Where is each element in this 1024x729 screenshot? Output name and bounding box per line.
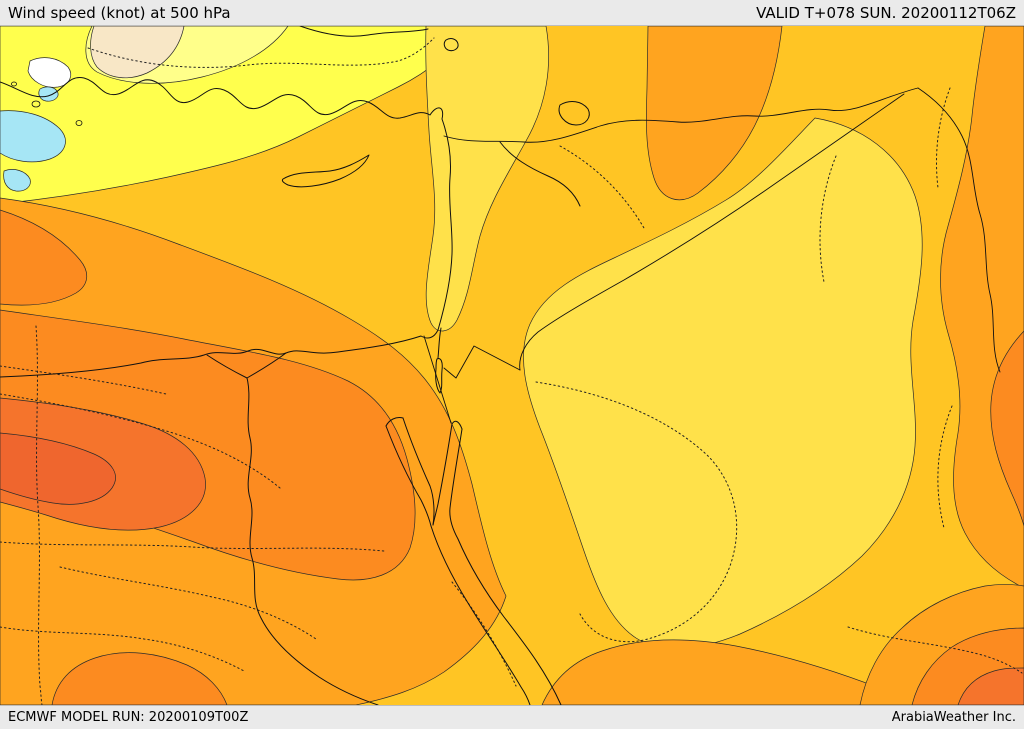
dotted-line-libya-border xyxy=(35,325,43,705)
aegean-island-2 xyxy=(75,120,83,126)
dotted-line-topright xyxy=(936,87,951,189)
dotted-line-egypt-mid xyxy=(0,365,167,395)
contour-amber-topcenter-band xyxy=(646,26,783,201)
turkey-syria-border xyxy=(443,87,919,143)
dotted-line-sudan-border xyxy=(0,541,385,552)
contour-lightyellow-arabia xyxy=(523,117,923,649)
contour-orange-right-sliver xyxy=(990,330,1024,527)
gulf-of-suez-west-shore xyxy=(385,425,432,527)
contour-blue-aegean-1 xyxy=(0,110,66,163)
country-borders xyxy=(423,87,1001,424)
contour-blue-aegean-2 xyxy=(3,169,31,192)
euphrates-river xyxy=(499,141,581,207)
dotted-line-bottomright xyxy=(847,626,1023,674)
dotted-line-egypt-south xyxy=(59,566,317,640)
map-canvas xyxy=(0,26,1024,705)
red-sea-east-shore xyxy=(457,538,562,705)
credit-label: ArabiaWeather Inc. xyxy=(891,710,1016,725)
dotted-line-egypt-north xyxy=(0,393,281,489)
contour-orange-bottomleft-blob xyxy=(51,652,228,705)
iraq-saudi-border xyxy=(519,93,905,371)
contour-lightyellow-levant xyxy=(425,26,549,332)
dotted-line-syria xyxy=(559,145,645,229)
contour-white-aegean xyxy=(27,57,72,88)
dotted-contour-lines xyxy=(0,37,1023,705)
nile-delta-branch-west xyxy=(206,354,248,379)
map-title: Wind speed (knot) at 500 hPa xyxy=(8,3,231,22)
dead-sea xyxy=(435,358,443,394)
red-sea-west-shore xyxy=(430,525,531,705)
lake-tuz xyxy=(443,38,459,52)
iraq-iran-border xyxy=(917,87,1001,373)
dotted-loop-arabia xyxy=(535,381,738,643)
dotted-line-redsea xyxy=(451,581,517,687)
contour-orange-leftedge-tongue xyxy=(0,209,87,306)
footer-bar: ECMWF MODEL RUN: 20200109T00Z ArabiaWeat… xyxy=(0,705,1024,729)
sinai-west-shore xyxy=(402,417,435,526)
coastlines xyxy=(0,26,590,705)
contour-fills xyxy=(0,26,1024,705)
lake-van xyxy=(558,101,590,126)
gulf-of-aqaba-east-shore xyxy=(449,428,463,540)
dotted-line-arabia-east xyxy=(819,155,837,283)
dotted-line-northwest xyxy=(87,37,435,68)
wind-contour-map xyxy=(0,26,1024,705)
aegean-island-3 xyxy=(11,81,17,87)
jordan-saudi-border xyxy=(443,345,521,379)
egypt-israel-border xyxy=(423,335,452,424)
header-bar: Wind speed (knot) at 500 hPa VALID T+078… xyxy=(0,0,1024,26)
dotted-line-right-mid xyxy=(937,405,953,529)
contour-deepest-egypt-inner xyxy=(0,432,116,505)
model-run-label: ECMWF MODEL RUN: 20200109T00Z xyxy=(8,710,249,725)
gulf-of-aqaba-head xyxy=(451,420,463,430)
sinai-east-shore xyxy=(432,423,453,526)
valid-time-label: VALID T+078 SUN. 20200112T06Z xyxy=(756,3,1016,22)
mediterranean-coastline xyxy=(0,76,453,378)
cyprus-island xyxy=(281,154,370,188)
black-sea-coastline xyxy=(299,26,429,37)
nile-delta-branch-east xyxy=(246,352,287,379)
contour-cream-topleft xyxy=(90,26,185,79)
contour-blue-aegean-3 xyxy=(38,86,59,102)
jordan-river xyxy=(437,327,442,359)
dotted-line-bottomleft xyxy=(0,626,245,672)
aegean-island-1 xyxy=(31,100,41,108)
nile-river xyxy=(246,377,379,705)
gulf-of-suez-head xyxy=(385,417,404,427)
